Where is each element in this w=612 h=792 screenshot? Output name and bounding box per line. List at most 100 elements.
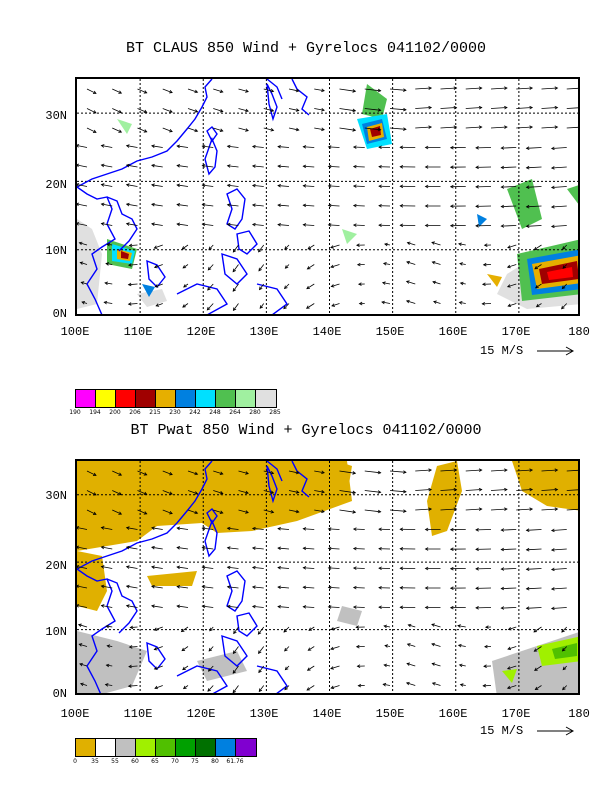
wind-vector-head	[321, 88, 325, 93]
wind-vector	[535, 685, 542, 690]
wind-vector-head	[232, 670, 237, 674]
wind-vector-head	[153, 264, 158, 269]
wind-vector-head	[143, 129, 148, 133]
wind-vector	[263, 127, 274, 131]
wind-vector-head	[283, 305, 287, 310]
wind-vector-head	[428, 86, 433, 90]
wind-vector	[551, 548, 567, 551]
map1-colorbar-label: 230	[169, 409, 181, 416]
wind-vector	[389, 470, 406, 473]
wind-vector-head	[277, 144, 281, 149]
wind-vector	[562, 665, 568, 670]
wind-vector	[562, 685, 568, 690]
wind-vector-head	[550, 185, 555, 190]
wind-vector-head	[105, 624, 110, 629]
wind-vector	[490, 469, 507, 472]
wind-vector	[238, 88, 249, 93]
wind-vector-head	[449, 527, 454, 532]
wind-vector	[278, 204, 290, 207]
wind-vector-head	[226, 183, 231, 188]
wind-vector	[331, 283, 340, 287]
wind-vector-head	[432, 280, 436, 285]
wind-vector	[232, 244, 239, 253]
map2-lon-130e: 130E	[249, 707, 279, 721]
wind-vector-head	[201, 604, 206, 609]
wind-vector	[80, 262, 88, 265]
wind-vector	[415, 87, 432, 90]
map1-colorbar-label: 190	[69, 409, 81, 416]
wind-vector	[101, 145, 113, 148]
wind-vector	[182, 665, 189, 670]
wind-vector-head	[302, 527, 307, 531]
wind-vector	[182, 264, 189, 269]
wind-vector	[278, 606, 290, 608]
wind-vector	[233, 626, 239, 634]
wind-vector-head	[207, 286, 211, 291]
wind-vector-head	[525, 185, 530, 189]
wind-vector-head	[327, 184, 332, 188]
wind-vector	[541, 107, 558, 109]
wind-vector-head	[352, 605, 357, 609]
wind-vector-head	[384, 242, 388, 247]
wind-vector	[177, 204, 189, 207]
wind-vector	[252, 547, 264, 550]
wind-vector	[384, 243, 391, 246]
wind-vector	[415, 107, 432, 109]
wind-vector-head	[554, 487, 559, 492]
wind-vector-head	[384, 644, 389, 648]
wind-vector	[551, 186, 567, 188]
wind-vector-head	[500, 165, 505, 170]
wind-vector	[364, 108, 381, 111]
wind-vector	[415, 489, 432, 491]
wind-vector	[526, 225, 542, 227]
map2-field-region	[267, 461, 352, 501]
wind-vector-head	[554, 105, 559, 110]
wind-vector	[562, 244, 568, 250]
map2-colorbar-label: 55	[111, 758, 119, 765]
wind-vector-head	[352, 164, 357, 169]
wind-vector-head	[259, 286, 263, 291]
wind-vector	[202, 223, 214, 226]
wind-vector-head	[449, 547, 454, 551]
wind-vector	[278, 567, 290, 569]
map1-field-region	[342, 229, 357, 244]
wind-vector-head	[529, 86, 534, 90]
wind-vector	[284, 283, 290, 289]
wind-vector	[306, 303, 315, 309]
wind-vector-head	[302, 164, 307, 169]
wind-vector-head	[457, 624, 461, 628]
wind-vector	[79, 242, 88, 246]
coastline	[256, 665, 288, 693]
wind-vector-head	[399, 145, 404, 150]
wind-vector-head	[428, 468, 433, 472]
wind-vector	[107, 645, 113, 647]
wind-vector-head	[378, 145, 382, 150]
map1-lon-150e: 150E	[375, 325, 405, 339]
wind-vector-head	[176, 183, 181, 188]
wind-vector	[177, 223, 189, 226]
wind-vector-head	[449, 184, 454, 189]
wind-vector-head	[176, 526, 181, 531]
wind-vector	[551, 205, 567, 208]
wind-vector	[238, 490, 249, 494]
wind-vector	[112, 509, 122, 515]
wind-vector-head	[525, 567, 530, 571]
wind-vector-head	[151, 163, 155, 168]
map1-canvas	[77, 79, 578, 314]
wind-vector-head	[399, 586, 404, 590]
wind-vector-head	[453, 468, 458, 472]
wind-vector	[389, 88, 406, 91]
wind-vector-head	[352, 566, 357, 570]
wind-vector	[154, 244, 163, 249]
map1-colorbar-swatch	[236, 390, 256, 407]
wind-vector-head	[233, 630, 237, 635]
wind-vector	[536, 303, 542, 308]
wind-vector-head	[251, 203, 256, 207]
wind-vector-head	[201, 546, 206, 550]
wind-vector	[263, 509, 274, 513]
wind-vector	[126, 546, 138, 550]
wind-vector	[258, 244, 265, 253]
map1-colorbar	[75, 389, 277, 408]
wind-vector	[227, 223, 239, 226]
wind-vector	[77, 585, 88, 589]
